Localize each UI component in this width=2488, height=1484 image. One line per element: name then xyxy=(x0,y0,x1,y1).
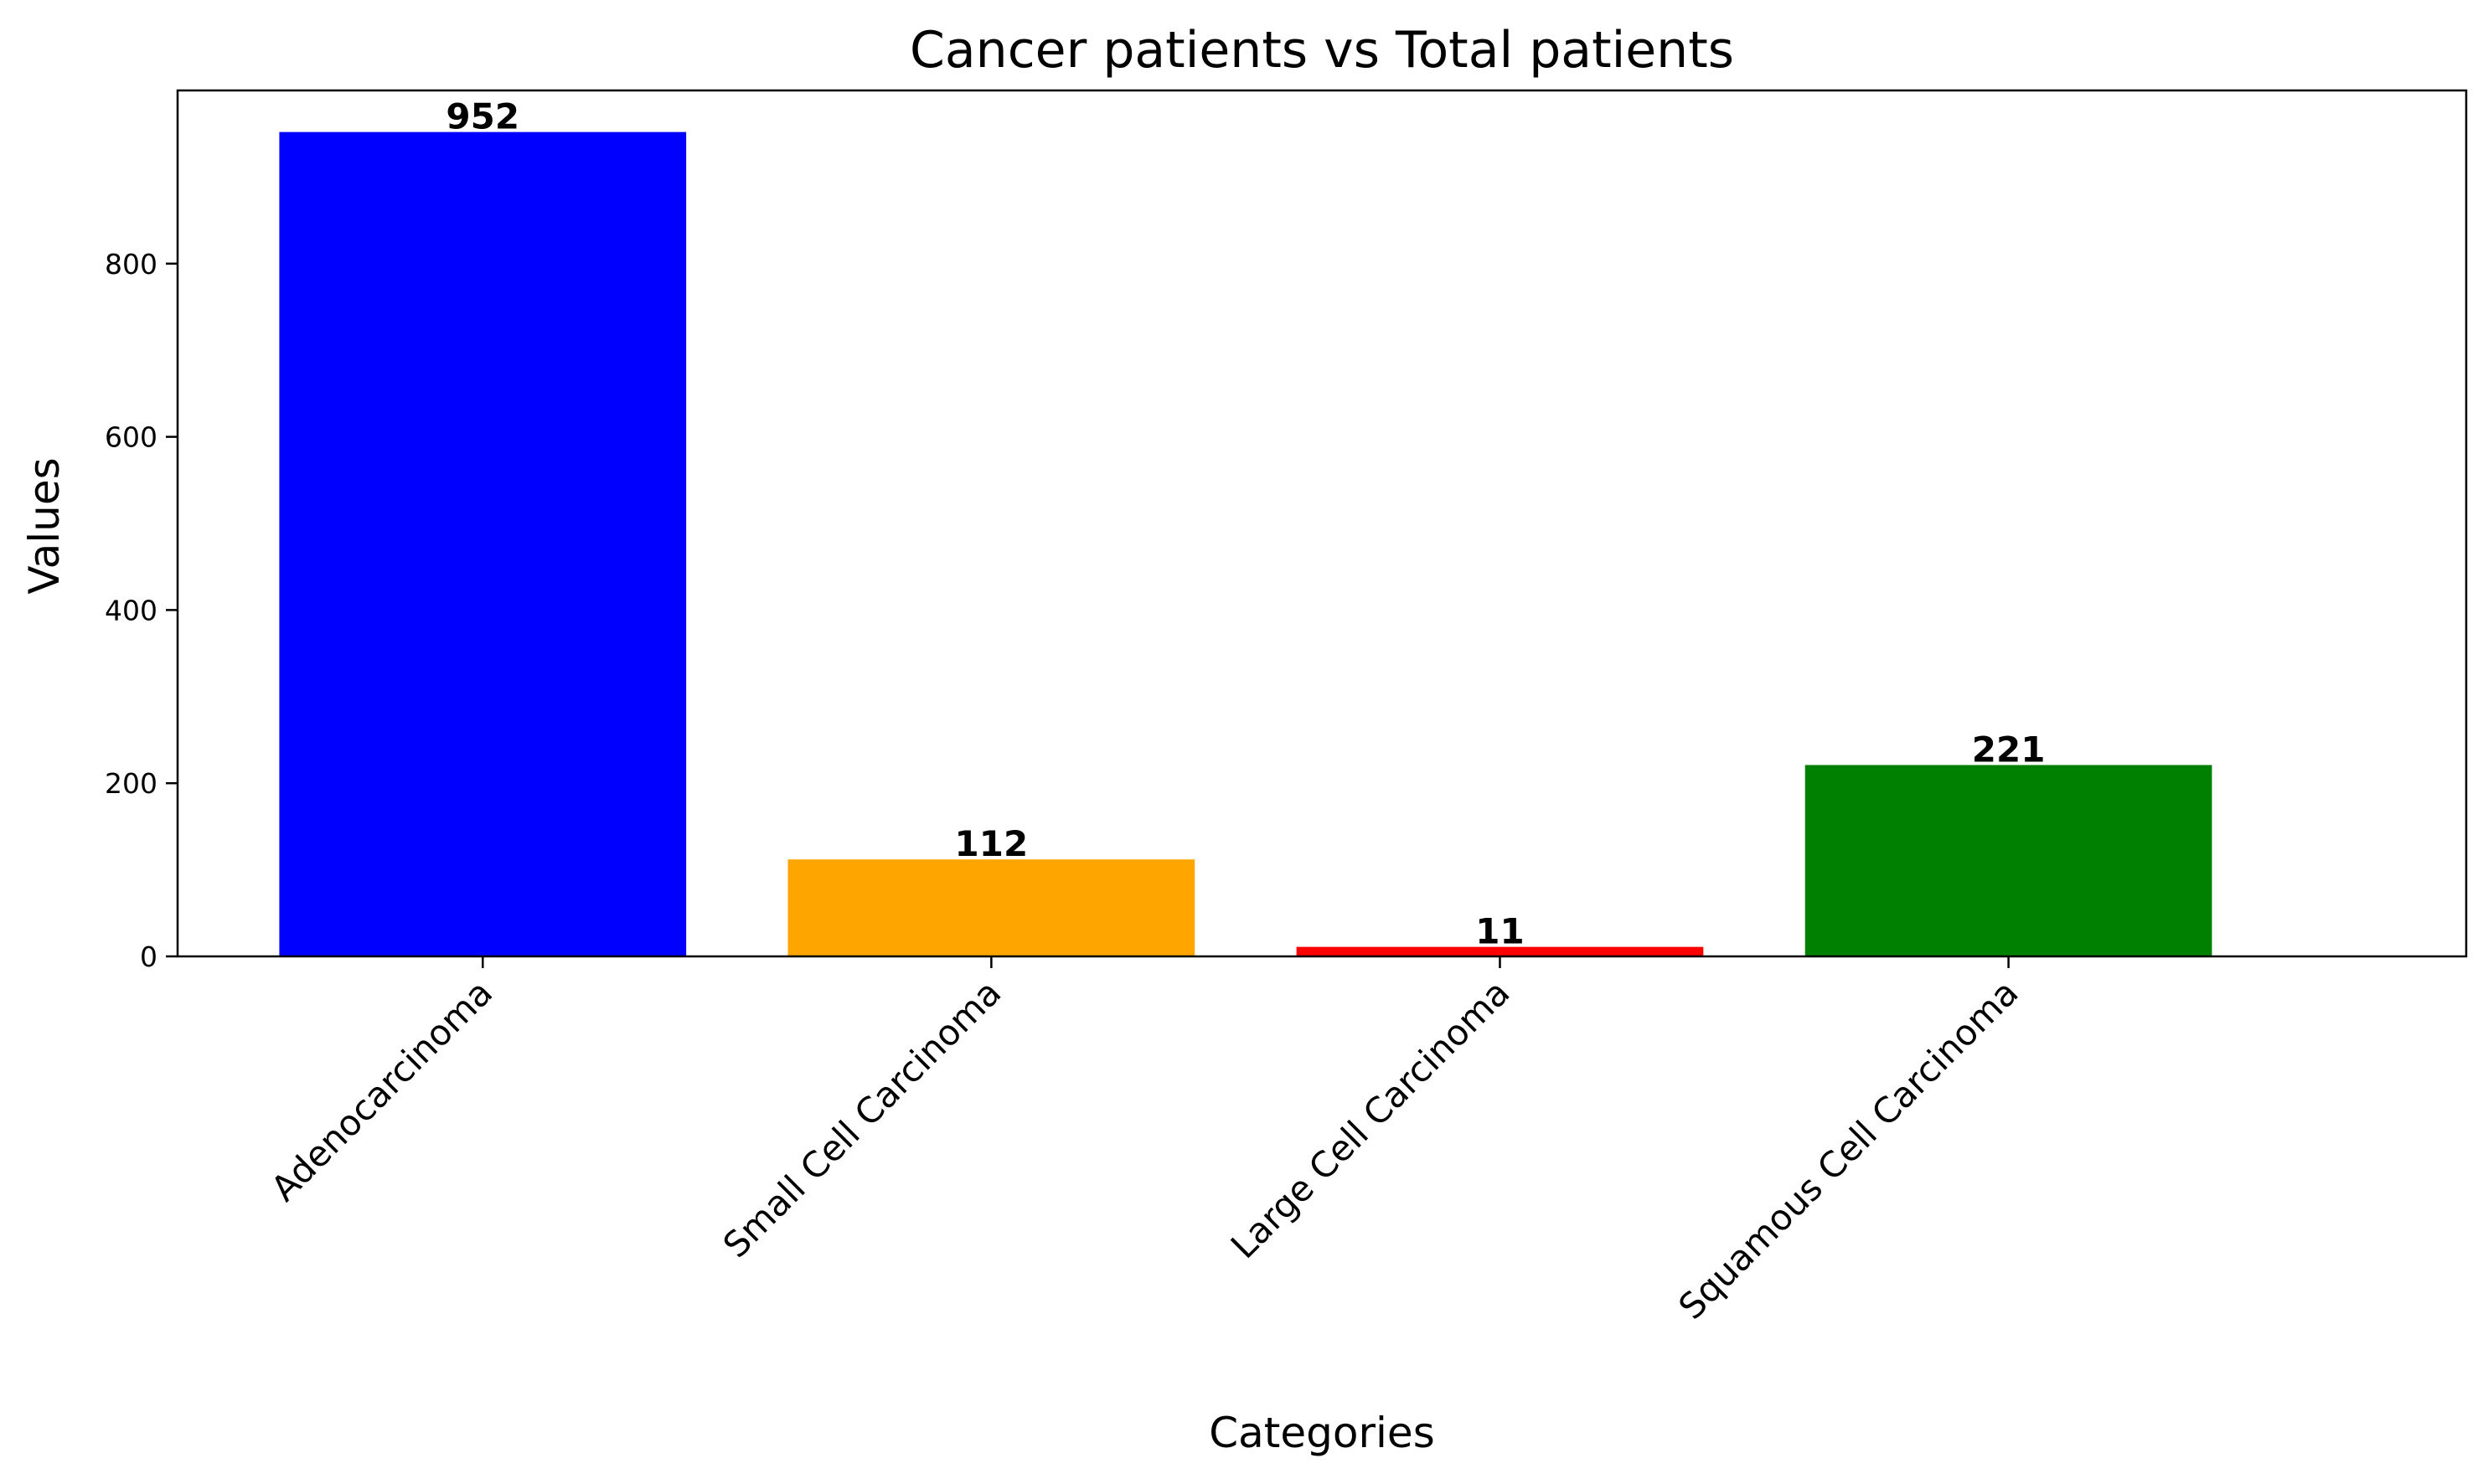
data-label-small-cell-carcinoma: 112 xyxy=(955,823,1029,864)
y-axis: 0 200 400 600 800 xyxy=(105,248,178,973)
bar-adenocarcinoma xyxy=(279,131,687,956)
data-label-adenocarcinoma: 952 xyxy=(446,96,519,137)
bars xyxy=(279,131,2212,956)
y-tick-label-0: 0 xyxy=(140,940,157,973)
y-tick-label-600: 600 xyxy=(105,421,157,454)
bar-squamous-cell-carcinoma xyxy=(1804,765,2212,956)
chart-title: Cancer patients vs Total patients xyxy=(910,21,1734,80)
plot-frame xyxy=(176,89,2468,958)
value-labels: 952 112 11 221 xyxy=(446,96,2045,952)
data-label-squamous-cell-carcinoma: 221 xyxy=(1972,729,2046,770)
y-tick-label-200: 200 xyxy=(105,767,157,800)
y-axis-label: Values xyxy=(20,457,69,594)
bar-large-cell-carcinoma xyxy=(1296,946,1704,956)
x-axis-label: Categories xyxy=(1209,1409,1435,1457)
y-tick-label-800: 800 xyxy=(105,248,157,281)
y-tick-label-400: 400 xyxy=(105,594,157,626)
bar-small-cell-carcinoma xyxy=(787,859,1195,956)
data-label-large-cell-carcinoma: 11 xyxy=(1475,911,1524,952)
